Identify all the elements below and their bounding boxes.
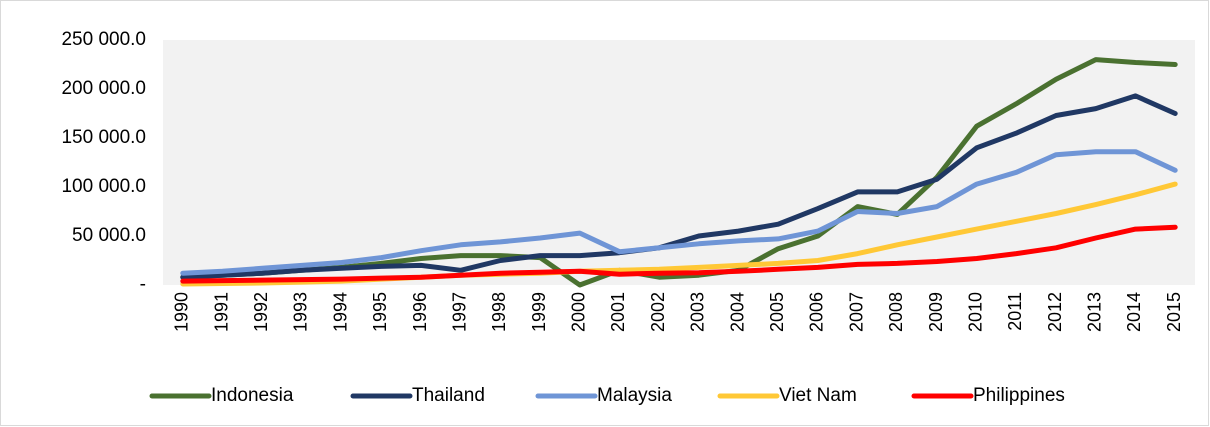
y-tick-label: 100 000.0	[61, 176, 146, 197]
x-tick-label: 2011	[1005, 292, 1025, 331]
x-tick-label: 2001	[608, 292, 628, 332]
y-tick-label: 50 000.0	[72, 225, 146, 246]
x-tick-label: 1998	[489, 292, 509, 332]
x-tick-label: 2007	[846, 292, 866, 332]
x-tick-label: 2006	[807, 292, 827, 332]
x-tick-label: 2014	[1124, 292, 1144, 332]
x-tick-label: 1990	[172, 292, 192, 332]
x-tick-label: 1991	[211, 292, 231, 332]
x-tick-label: 2003	[688, 292, 708, 332]
x-tick-label: 1996	[410, 292, 430, 332]
y-tick-label: -	[140, 274, 146, 295]
series-line	[180, 149, 1178, 276]
y-tick-label: 250 000.0	[61, 29, 146, 50]
legend-label: Thailand	[412, 385, 485, 406]
x-tick-label: 1995	[370, 292, 390, 332]
x-tick-label: 1993	[291, 292, 311, 332]
legend-label: Malaysia	[597, 385, 672, 406]
x-tick-label: 2010	[965, 292, 985, 332]
x-tick-label: 2000	[569, 292, 589, 332]
x-tick-label: 2012	[1045, 292, 1065, 332]
x-tick-label: 2008	[886, 292, 906, 332]
y-tick-label: 200 000.0	[61, 78, 146, 99]
x-tick-label: 1997	[449, 292, 469, 332]
legend-label: Philippines	[973, 385, 1065, 406]
x-tick-label: 2015	[1164, 292, 1184, 332]
x-tick-label: 2002	[648, 292, 668, 332]
x-tick-label: 2009	[926, 292, 946, 332]
x-tick-label: 2005	[767, 292, 787, 332]
x-tick-label: 2004	[727, 292, 747, 332]
y-tick-label: 150 000.0	[61, 127, 146, 148]
legend-label: Viet Nam	[779, 385, 857, 406]
x-tick-label: 2013	[1085, 292, 1105, 332]
x-tick-label: 1992	[251, 292, 271, 332]
legend-label: Indonesia	[211, 385, 294, 406]
x-tick-label: 1994	[330, 292, 350, 332]
x-tick-label: 1999	[529, 292, 549, 332]
series-line	[180, 224, 1178, 284]
series-line	[180, 93, 1178, 280]
